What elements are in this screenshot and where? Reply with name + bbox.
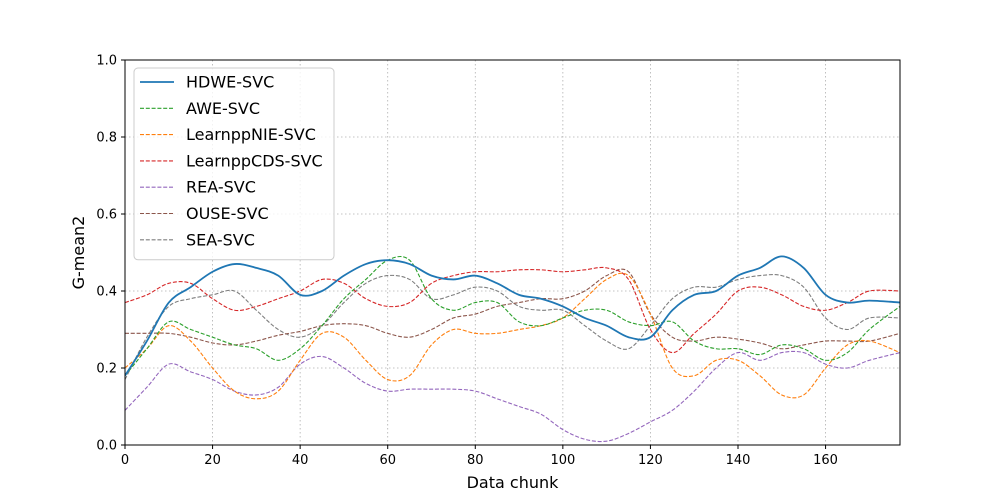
plot-frame	[124, 59, 901, 446]
series-line-awe-svc	[125, 255, 900, 377]
legend-label-hdwe-svc: HDWE-SVC	[186, 73, 274, 92]
x-tick-label: 60	[379, 453, 396, 468]
y-axis-label: G-mean2	[69, 216, 88, 290]
y-tick-label: 0.0	[96, 439, 117, 454]
series-line-hdwe-svc	[125, 255, 900, 377]
series-line-learnppnie-svc	[125, 272, 900, 400]
legend-label-rea-svc: REA-SVC	[186, 178, 256, 197]
legend: HDWE-SVC AWE-SVC LearnppNIE-SVC LearnppCDS-…	[133, 67, 335, 261]
series-layer	[125, 255, 900, 443]
legend-label-learnppnie-svc: LearnppNIE-SVC	[186, 125, 316, 144]
series-line-ouse-svc	[125, 268, 900, 350]
axis-ticks: 0 20 40 60 80 100 120 140 160 0.0 0.2 0.4 0.6 0.8 1.0	[96, 54, 838, 469]
y-tick-label: 1.0	[96, 54, 117, 69]
y-tick-label: 0.4	[96, 285, 117, 300]
x-tick-label: 140	[726, 453, 751, 468]
legend-label-sea-svc: SEA-SVC	[186, 230, 255, 249]
y-tick-label: 0.2	[96, 362, 117, 377]
legend-box	[133, 67, 335, 261]
legend-label-ouse-svc: OUSE-SVC	[186, 204, 269, 223]
x-tick-label: 20	[204, 453, 221, 468]
y-tick-label: 0.8	[96, 131, 117, 146]
x-tick-label: 0	[121, 453, 129, 468]
series-line-rea-svc	[125, 350, 900, 443]
x-tick-label: 160	[813, 453, 838, 468]
legend-label-learnppcds-svc: LearnppCDS-SVC	[186, 151, 323, 170]
x-tick-label: 120	[638, 453, 663, 468]
legend-label-awe-svc: AWE-SVC	[186, 99, 260, 118]
x-tick-label: 100	[550, 453, 575, 468]
series-line-learnppcds-svc	[125, 266, 900, 354]
series-line-sea-svc	[125, 274, 900, 380]
x-tick-label: 80	[467, 453, 484, 468]
x-tick-label: 40	[292, 453, 309, 468]
x-axis-label: Data chunk	[467, 473, 560, 492]
y-tick-label: 0.6	[96, 208, 117, 223]
